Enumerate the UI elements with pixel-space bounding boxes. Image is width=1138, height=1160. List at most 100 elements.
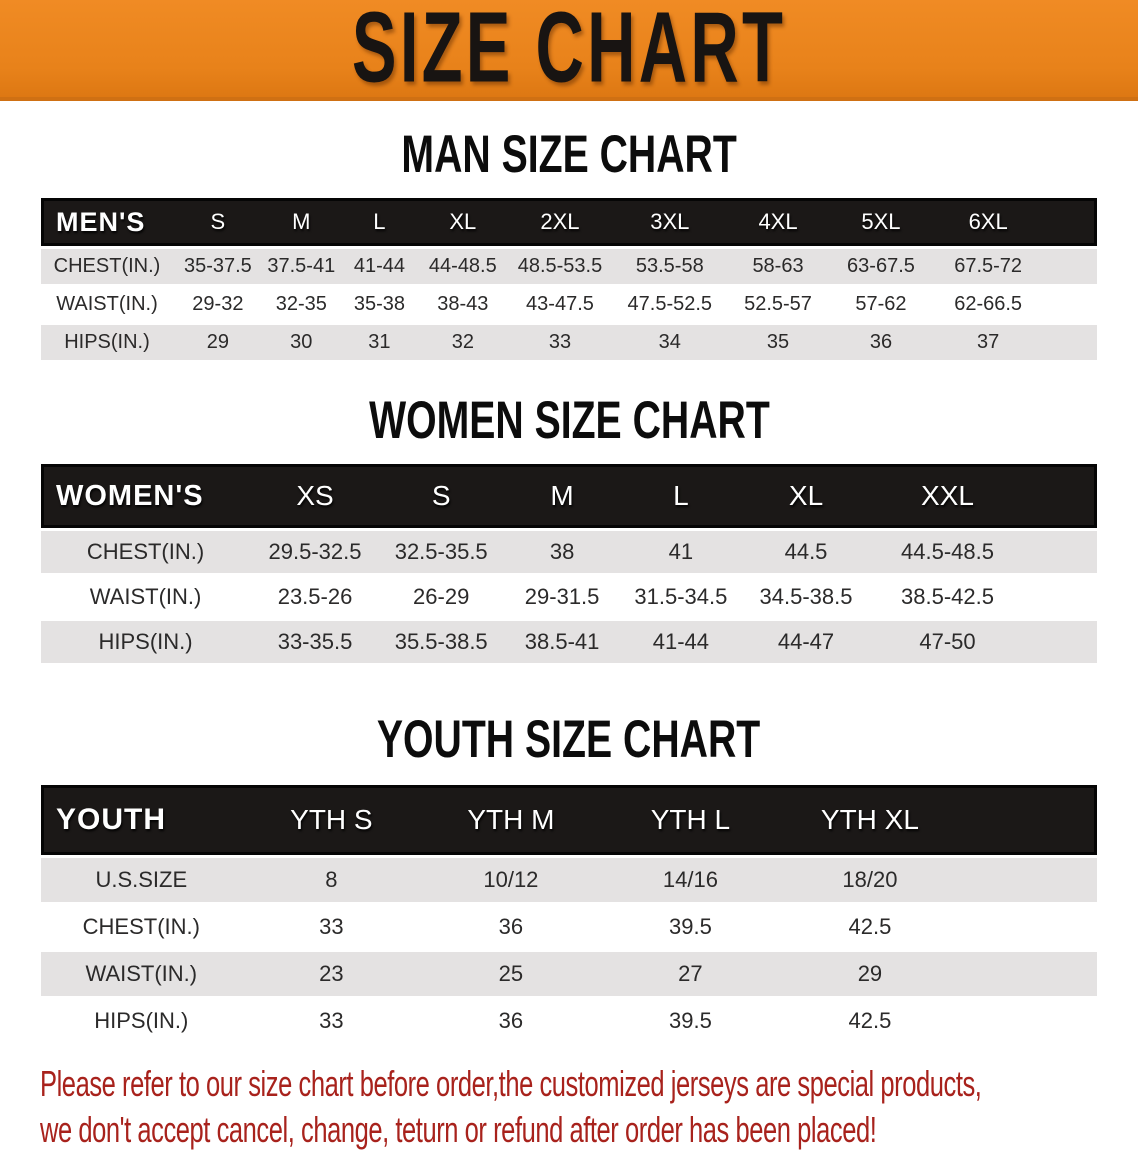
column-header: 2XL (506, 198, 614, 246)
size-value: 41 (621, 531, 741, 573)
size-value: 29-31.5 (502, 576, 622, 618)
column-header: L (339, 198, 420, 246)
size-value: 8 (241, 858, 422, 902)
men-size-table: MEN'S S M L XL 2XL 3XL 4XL 5XL 6XL CHEST(IN.) 35-3… (41, 195, 1097, 363)
size-value: 39.5 (600, 905, 781, 949)
table-row: HIPS(IN.) 33-35.5 35.5-38.5 38.5-41 41-44 44-… (41, 621, 1097, 663)
column-header: YTH M (421, 785, 601, 855)
size-value: 23 (241, 952, 422, 996)
men-section-heading-text: MAN SIZE CHART (401, 125, 737, 184)
size-value: 44-47 (740, 621, 873, 663)
spacer-cell (1023, 621, 1097, 663)
size-value: 14/16 (600, 858, 781, 902)
size-value: 35-38 (339, 287, 420, 322)
table-corner-label: YOUTH (41, 785, 242, 855)
column-header: XL (740, 464, 873, 528)
size-value: 37 (932, 325, 1045, 360)
size-value: 63-67.5 (829, 249, 933, 284)
size-value: 32.5-35.5 (379, 531, 503, 573)
women-section-heading: WOMEN SIZE CHART (0, 391, 1138, 449)
size-value: 44.5-48.5 (872, 531, 1024, 573)
spacer-cell (1044, 198, 1097, 246)
size-value: 10/12 (421, 858, 601, 902)
column-header: S (379, 464, 503, 528)
size-value: 31.5-34.5 (621, 576, 741, 618)
size-value: 36 (421, 999, 601, 1043)
spacer-cell (959, 905, 1097, 949)
spacer-cell (959, 785, 1097, 855)
row-label: CHEST(IN.) (41, 249, 173, 284)
banner-title: SIZE CHART (351, 0, 787, 105)
table-corner-label: WOMEN'S (41, 464, 251, 528)
column-header: M (502, 464, 622, 528)
size-value: 58-63 (726, 249, 830, 284)
size-value: 67.5-72 (932, 249, 1045, 284)
youth-header-row: YOUTH YTH S YTH M YTH L YTH XL (41, 785, 1097, 855)
youth-size-table: YOUTH YTH S YTH M YTH L YTH XL U.S.SIZE 8 10/1… (41, 782, 1097, 1046)
size-value: 29 (173, 325, 263, 360)
table-row: CHEST(IN.) 35-37.5 37.5-41 41-44 44-48.5 48.5… (41, 249, 1097, 284)
row-label: WAIST(IN.) (41, 287, 173, 322)
row-label: CHEST(IN.) (41, 905, 242, 949)
size-value: 29.5-32.5 (250, 531, 380, 573)
size-value: 53.5-58 (613, 249, 727, 284)
size-value: 48.5-53.5 (506, 249, 614, 284)
size-value: 23.5-26 (250, 576, 380, 618)
table-row: WAIST(IN.) 29-32 32-35 35-38 38-43 43-47.5 47.… (41, 287, 1097, 322)
men-header-row: MEN'S S M L XL 2XL 3XL 4XL 5XL 6XL (41, 198, 1097, 246)
disclaimer-line-2: we don't accept cancel, change, teturn o… (40, 1111, 877, 1151)
size-value: 31 (339, 325, 420, 360)
column-header: 3XL (613, 198, 727, 246)
size-value: 30 (262, 325, 340, 360)
youth-size-section: YOUTH SIZE CHART YOUTH YTH S YTH M YTH L YTH… (0, 710, 1138, 1046)
size-value: 33-35.5 (250, 621, 380, 663)
size-value: 42.5 (780, 905, 960, 949)
size-value: 62-66.5 (932, 287, 1045, 322)
column-header: YTH XL (780, 785, 960, 855)
table-row: HIPS(IN.) 33 36 39.5 42.5 (41, 999, 1097, 1043)
size-value: 43-47.5 (506, 287, 614, 322)
table-row: WAIST(IN.) 23 25 27 29 (41, 952, 1097, 996)
column-header: 4XL (726, 198, 830, 246)
youth-section-heading-text: YOUTH SIZE CHART (377, 710, 761, 769)
disclaimer: Please refer to our size chart before or… (40, 1062, 1138, 1154)
size-value: 41-44 (339, 249, 420, 284)
size-value: 57-62 (829, 287, 933, 322)
size-value: 47-50 (872, 621, 1024, 663)
spacer-cell (959, 858, 1097, 902)
spacer-cell (1044, 287, 1097, 322)
table-row: U.S.SIZE 8 10/12 14/16 18/20 (41, 858, 1097, 902)
column-header: YTH L (600, 785, 781, 855)
row-label: WAIST(IN.) (41, 576, 251, 618)
men-section-heading: MAN SIZE CHART (0, 125, 1138, 184)
size-value: 18/20 (780, 858, 960, 902)
size-value: 39.5 (600, 999, 781, 1043)
men-size-section: MAN SIZE CHART MEN'S S M L XL 2XL 3XL 4XL 5XL 6XL… (0, 125, 1138, 363)
column-header: YTH S (241, 785, 422, 855)
youth-section-heading: YOUTH SIZE CHART (0, 710, 1138, 769)
spacer-cell (1044, 249, 1097, 284)
size-value: 38.5-41 (502, 621, 622, 663)
size-value: 38-43 (419, 287, 507, 322)
size-value: 26-29 (379, 576, 503, 618)
row-label: HIPS(IN.) (41, 325, 173, 360)
size-value: 33 (506, 325, 614, 360)
column-header: S (173, 198, 263, 246)
size-value: 44.5 (740, 531, 873, 573)
size-value: 29-32 (173, 287, 263, 322)
column-header: XL (419, 198, 507, 246)
size-value: 35.5-38.5 (379, 621, 503, 663)
size-value: 47.5-52.5 (613, 287, 727, 322)
column-header: XXL (872, 464, 1024, 528)
row-label: U.S.SIZE (41, 858, 242, 902)
size-value: 44-48.5 (419, 249, 507, 284)
table-row: CHEST(IN.) 33 36 39.5 42.5 (41, 905, 1097, 949)
size-value: 27 (600, 952, 781, 996)
women-size-section: WOMEN SIZE CHART WOMEN'S XS S M L XL XXL CHEST… (0, 391, 1138, 666)
column-header: XS (250, 464, 380, 528)
size-value: 32 (419, 325, 507, 360)
disclaimer-line-1: Please refer to our size chart before or… (40, 1065, 982, 1105)
table-row: HIPS(IN.) 29 30 31 32 33 34 35 36 37 (41, 325, 1097, 360)
column-header: L (621, 464, 741, 528)
spacer-cell (1023, 464, 1097, 528)
